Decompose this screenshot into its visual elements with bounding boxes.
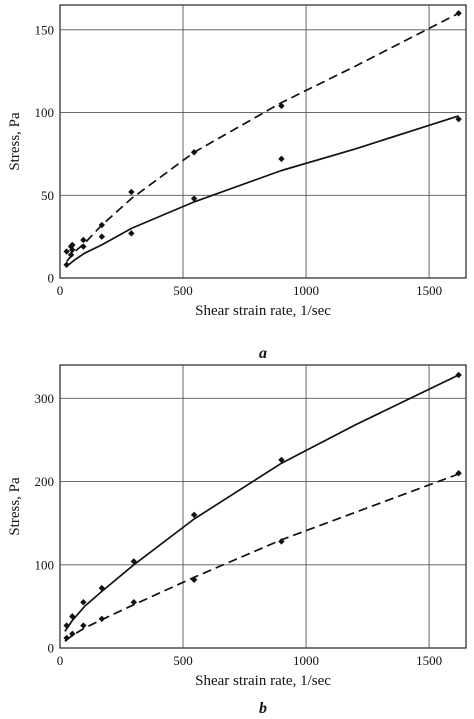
chart-a-series-2-point	[67, 251, 75, 259]
chart-b-x-axis-label: Shear strain rate, 1/sec	[195, 673, 331, 689]
chart-a-series-1-point	[69, 241, 76, 249]
chart-b-series-2-point	[278, 538, 285, 545]
chart-a-series-2-point	[278, 155, 285, 163]
chart-b-y-tick-label: 0	[48, 641, 55, 656]
chart-a-panel-label: a	[259, 345, 267, 362]
chart-a-y-tick-label: 50	[41, 188, 54, 203]
chart-a-y-tick-label: 100	[35, 105, 55, 120]
chart-b-series-2-point	[190, 576, 198, 583]
chart-b-y-axis-label: Stress, Pa	[7, 477, 23, 536]
chart-a-series-1-point	[190, 149, 198, 156]
chart-a-y-tick-label: 150	[35, 22, 55, 37]
chart-b-series-1-point	[190, 511, 198, 519]
chart-a-x-axis-label: Shear strain rate, 1/sec	[195, 303, 331, 319]
chart-a-series-1-point	[128, 188, 135, 196]
chart-a-x-tick-label: 0	[57, 283, 64, 298]
chart-b-series-2-point	[455, 470, 462, 477]
chart-a-y-tick-label: 0	[48, 271, 55, 286]
chart-b-y-tick-label: 300	[35, 391, 55, 406]
chart-b-series-1-point	[130, 558, 138, 565]
chart-a-series-1-point	[455, 10, 462, 17]
chart-b-y-tick-label: 100	[35, 557, 55, 572]
chart-b-x-tick-label: 0	[57, 653, 64, 668]
chart-a-x-tick-label: 500	[173, 283, 193, 298]
chart-b-series-2-point	[130, 599, 138, 606]
chart-a-series-2-point	[128, 230, 135, 237]
chart-a-y-axis-label: Stress, Pa	[7, 112, 23, 171]
chart-a-series-2-point	[190, 195, 198, 202]
chart-b-plot-area	[59, 364, 467, 649]
chart-a-series-1-line	[65, 12, 459, 263]
chart-a-series-2-line	[66, 115, 459, 268]
chart-b-series-1-point	[80, 599, 87, 606]
chart-a-series-1-point	[80, 236, 87, 244]
chart-b-series-2-point	[69, 630, 76, 638]
chart-b-series-2-point	[98, 615, 106, 623]
chart-a-series-1-point	[63, 248, 70, 255]
chart-b-y-tick-label: 200	[35, 474, 55, 489]
chart-a-series-2-point	[455, 115, 462, 123]
chart-b-series-1-point	[98, 584, 106, 592]
chart-a-series-2-point	[69, 246, 76, 254]
chart-b-x-tick-label: 500	[173, 653, 193, 668]
chart-b-series-1-line	[64, 374, 459, 632]
chart-b-x-tick-label: 1000	[293, 653, 319, 668]
chart-b-series-1-point	[69, 613, 76, 620]
chart-a-series-2-point	[80, 243, 87, 250]
chart-b-series-1-point	[455, 371, 462, 379]
chart-b-series-2-point	[80, 622, 87, 629]
chart-a-x-tick-label: 1500	[416, 283, 442, 298]
chart-a-series-2-point	[63, 261, 70, 268]
chart-b-series-1-point	[278, 456, 285, 464]
chart-a-series-2-point	[98, 233, 106, 240]
chart-b-series-2-point	[63, 634, 70, 642]
chart-b-panel-label: b	[259, 700, 267, 717]
chart-a-plot-area	[59, 4, 467, 279]
chart-a-x-tick-label: 1000	[293, 283, 319, 298]
chart-a-series-1-point	[98, 221, 106, 229]
chart-b-series-1-point	[63, 622, 70, 629]
chart-b-x-tick-label: 1500	[416, 653, 442, 668]
chart-a-series-1-point	[278, 102, 285, 110]
